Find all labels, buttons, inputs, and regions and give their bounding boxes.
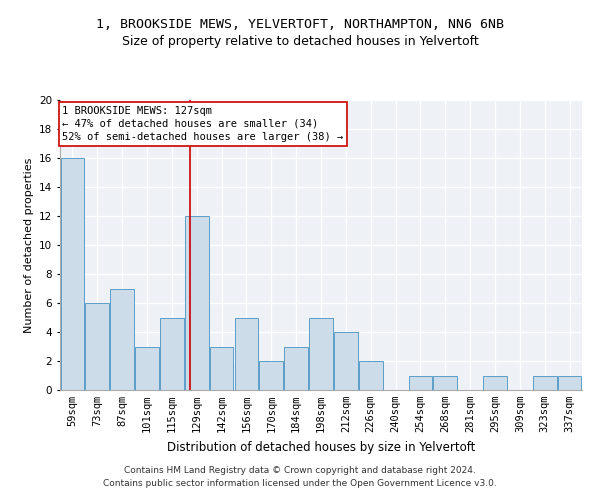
Bar bbox=[61, 158, 84, 390]
Bar bbox=[235, 318, 258, 390]
Bar bbox=[483, 376, 507, 390]
Bar bbox=[259, 361, 283, 390]
Bar bbox=[110, 288, 134, 390]
Y-axis label: Number of detached properties: Number of detached properties bbox=[23, 158, 34, 332]
Bar bbox=[309, 318, 333, 390]
Bar bbox=[210, 346, 233, 390]
Text: 1, BROOKSIDE MEWS, YELVERTOFT, NORTHAMPTON, NN6 6NB: 1, BROOKSIDE MEWS, YELVERTOFT, NORTHAMPT… bbox=[96, 18, 504, 30]
Text: 1 BROOKSIDE MEWS: 127sqm
← 47% of detached houses are smaller (34)
52% of semi-d: 1 BROOKSIDE MEWS: 127sqm ← 47% of detach… bbox=[62, 106, 344, 142]
Text: Contains HM Land Registry data © Crown copyright and database right 2024.
Contai: Contains HM Land Registry data © Crown c… bbox=[103, 466, 497, 487]
Bar bbox=[558, 376, 581, 390]
Bar bbox=[533, 376, 557, 390]
Bar bbox=[85, 303, 109, 390]
Text: Size of property relative to detached houses in Yelvertoft: Size of property relative to detached ho… bbox=[122, 35, 478, 48]
Bar bbox=[359, 361, 383, 390]
Bar bbox=[185, 216, 209, 390]
Bar bbox=[160, 318, 184, 390]
Bar bbox=[433, 376, 457, 390]
Bar bbox=[409, 376, 432, 390]
Bar bbox=[334, 332, 358, 390]
Bar bbox=[135, 346, 159, 390]
X-axis label: Distribution of detached houses by size in Yelvertoft: Distribution of detached houses by size … bbox=[167, 440, 475, 454]
Bar bbox=[284, 346, 308, 390]
